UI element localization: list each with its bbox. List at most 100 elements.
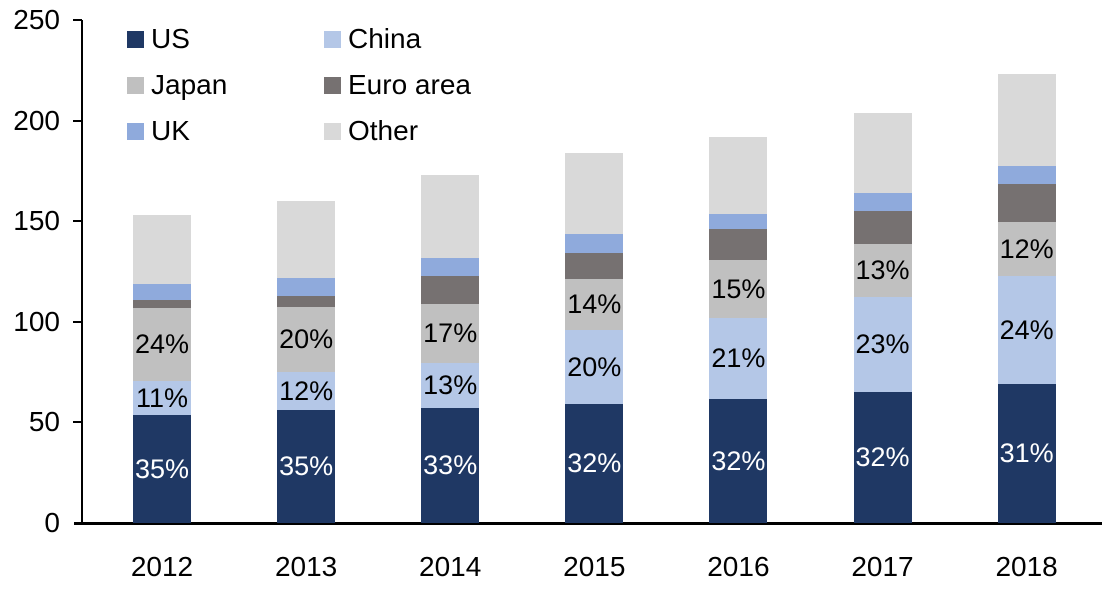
- bar-segment-japan-2017: 13%: [853, 243, 912, 298]
- y-tick-mark-200: [73, 119, 82, 122]
- bar-segment-china-2012: 11%: [133, 381, 191, 416]
- bar-segment-japan-2012: 24%: [133, 307, 191, 382]
- y-tick-mark-250: [73, 19, 82, 21]
- bar-value-label: 35%: [279, 451, 334, 482]
- legend-label: Japan: [151, 69, 228, 100]
- bar-value-label: 14%: [567, 288, 622, 319]
- bar-value-label: 24%: [999, 314, 1054, 345]
- bar-segment-japan-2014: 17%: [421, 303, 480, 363]
- bar-segment-us-2013: 35%: [277, 410, 336, 523]
- legend-swatch-icon: [324, 76, 341, 94]
- y-tick-mark-100: [73, 320, 82, 323]
- bar-value-label: 33%: [423, 450, 478, 481]
- x-tick-label-2018: 2018: [995, 551, 1058, 582]
- bar-value-label: 20%: [567, 351, 622, 382]
- bar-value-label: 17%: [423, 317, 478, 348]
- bar-value-label: 32%: [711, 445, 766, 476]
- bar-segment-other-2014: [421, 174, 480, 259]
- legend-item-euro-area: Euro area: [324, 68, 471, 102]
- legend-label: UK: [151, 115, 190, 146]
- bar-segment-euro-area-2014: [421, 275, 480, 304]
- legend-item-uk: UK: [127, 114, 190, 148]
- bar-segment-uk-2014: [421, 258, 480, 276]
- bar-value-label: 20%: [279, 324, 334, 354]
- bar-segment-uk-2017: [853, 192, 912, 212]
- y-axis-line: [81, 20, 83, 523]
- bar-segment-us-2018: 31%: [997, 383, 1056, 523]
- bar-segment-china-2018: 24%: [997, 276, 1056, 384]
- bar-value-label: 15%: [711, 273, 766, 304]
- bar-segment-euro-area-2016: [709, 229, 768, 261]
- bar-segment-uk-2016: [709, 213, 768, 230]
- bar-value-label: 32%: [855, 441, 910, 472]
- legend-item-other: Other: [324, 114, 418, 148]
- legend-label: China: [348, 23, 422, 54]
- bar-segment-other-2015: [565, 152, 624, 235]
- y-tick-label-50: 50: [28, 406, 60, 438]
- legend-swatch-icon: [127, 122, 144, 140]
- bar-segment-china-2013: 12%: [277, 371, 336, 411]
- bar-value-label: 13%: [855, 255, 910, 286]
- bar-segment-other-2013: [277, 201, 336, 279]
- legend-item-japan: Japan: [127, 68, 227, 102]
- bar-segment-other-2016: [709, 136, 768, 214]
- bar-value-label: 21%: [711, 343, 766, 374]
- legend-swatch-icon: [324, 122, 341, 140]
- bar-segment-uk-2015: [565, 234, 624, 253]
- bar-segment-us-2015: 32%: [565, 404, 624, 523]
- bar-segment-other-2017: [853, 112, 912, 193]
- bar-segment-euro-area-2015: [565, 252, 624, 279]
- x-tick-label-2017: 2017: [851, 551, 914, 582]
- legend-label: US: [151, 23, 190, 54]
- bar-segment-us-2012: 35%: [133, 415, 191, 523]
- bar-segment-china-2014: 13%: [421, 362, 480, 409]
- legend-swatch-icon: [127, 76, 144, 94]
- bar-segment-china-2017: 23%: [853, 297, 912, 392]
- bar-segment-china-2015: 20%: [565, 330, 624, 405]
- legend-swatch-icon: [127, 30, 144, 48]
- legend-label: Other: [348, 115, 419, 146]
- bar-value-label: 13%: [423, 369, 478, 400]
- x-tick-label-2012: 2012: [130, 551, 194, 582]
- y-tick-mark-50: [73, 421, 82, 424]
- bar-value-label: 32%: [567, 448, 622, 479]
- bar-segment-us-2017: 32%: [853, 391, 912, 523]
- y-tick-label-200: 200: [13, 104, 60, 136]
- x-tick-label-2014: 2014: [419, 551, 482, 582]
- bar-segment-japan-2018: 12%: [997, 222, 1056, 277]
- bar-value-label: 11%: [135, 382, 189, 413]
- x-tick-label-2015: 2015: [563, 551, 626, 582]
- x-tick-label-2013: 2013: [274, 551, 338, 582]
- x-tick-label-2016: 2016: [707, 551, 770, 582]
- bar-segment-us-2014: 33%: [421, 408, 480, 523]
- y-tick-label-100: 100: [13, 305, 60, 337]
- bar-segment-japan-2015: 14%: [565, 278, 624, 331]
- x-axis-baseline: [74, 522, 1102, 525]
- y-tick-label-150: 150: [13, 205, 60, 237]
- legend-item-us: US: [127, 22, 190, 56]
- y-tick-mark-150: [73, 220, 82, 223]
- bar-segment-china-2016: 21%: [709, 318, 768, 400]
- bar-value-label: 31%: [999, 437, 1054, 468]
- bar-segment-euro-area-2012: [133, 299, 191, 308]
- bar-segment-other-2018: [997, 74, 1056, 167]
- legend-item-china: China: [324, 22, 421, 56]
- bar-value-label: 12%: [279, 375, 334, 406]
- y-tick-label-250: 250: [13, 4, 60, 35]
- bar-segment-euro-area-2018: [997, 184, 1056, 223]
- bar-segment-euro-area-2013: [277, 296, 336, 308]
- bar-segment-uk-2012: [133, 284, 191, 300]
- bar-value-label: 35%: [134, 453, 190, 484]
- bar-segment-other-2012: [133, 215, 191, 285]
- bar-segment-us-2016: 32%: [709, 399, 768, 523]
- bar-segment-japan-2016: 15%: [709, 260, 768, 319]
- bar-segment-uk-2018: [997, 166, 1056, 185]
- bar-value-label: 24%: [134, 328, 190, 359]
- bar-segment-uk-2013: [277, 278, 336, 297]
- legend-swatch-icon: [324, 30, 341, 48]
- bar-value-label: 23%: [855, 328, 910, 359]
- bar-value-label: 12%: [999, 233, 1054, 264]
- y-tick-label-0: 0: [44, 507, 60, 538]
- legend-label: Euro area: [348, 69, 471, 100]
